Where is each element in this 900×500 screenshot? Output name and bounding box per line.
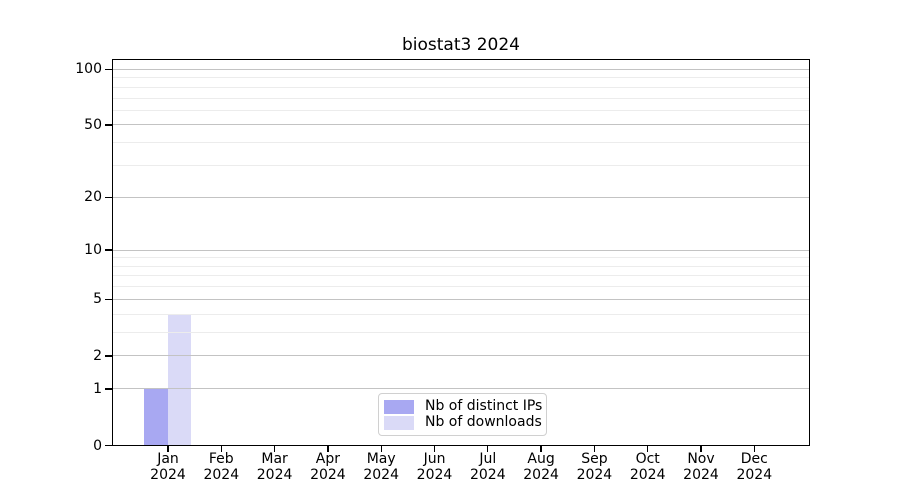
y-tick-label: 100 [75, 61, 102, 78]
x-tick-month: Nov [687, 451, 715, 467]
major-gridline [113, 196, 809, 198]
x-tick-label: Mar 2024 [235, 451, 315, 483]
legend-swatch-distinct-ips-icon [384, 399, 414, 414]
minor-gridline [113, 275, 809, 277]
x-tick-year: 2024 [256, 466, 293, 483]
x-tick-label: Sep 2024 [554, 451, 634, 483]
x-tick-month: Sep [581, 451, 608, 467]
grid-layer [113, 60, 809, 445]
chart-title: biostat3 2024 [401, 35, 520, 55]
y-tick-mark [105, 355, 112, 357]
x-tick-month: Dec [740, 451, 768, 467]
x-tick-year: 2024 [736, 466, 773, 483]
y-tick-mark [105, 68, 112, 70]
minor-gridline [113, 286, 809, 288]
minor-gridline [113, 257, 809, 259]
y-tick-mark [105, 124, 112, 126]
x-tick-mark [540, 446, 542, 452]
major-gridline [113, 249, 809, 251]
x-tick-month: May [366, 451, 396, 467]
x-tick-label: Jul 2024 [448, 451, 528, 483]
minor-gridline [113, 77, 809, 79]
legend-item-downloads: Nb of downloads [384, 414, 542, 430]
x-tick-year: 2024 [203, 466, 240, 483]
minor-gridline [113, 97, 809, 99]
x-tick-month: Mar [261, 451, 288, 467]
x-tick-mark [220, 446, 222, 452]
x-tick-label: Jun 2024 [395, 451, 475, 483]
y-tick-label: 50 [84, 116, 102, 133]
x-tick-month: Feb [208, 451, 234, 467]
x-tick-year: 2024 [416, 466, 453, 483]
x-tick-mark [273, 446, 276, 452]
x-tick-mark [700, 446, 702, 452]
y-tick-label: 20 [84, 189, 102, 206]
x-tick-label: Oct 2024 [608, 451, 688, 483]
x-tick-month: Jul [479, 451, 497, 467]
bar-distinct-ips [144, 388, 168, 445]
x-tick-month: Oct [635, 451, 660, 467]
legend-swatch-downloads-icon [384, 415, 414, 430]
x-tick-label: Nov 2024 [661, 451, 741, 483]
plot-area [112, 59, 810, 446]
y-tick-label: 1 [93, 380, 102, 397]
y-tick-label: 2 [93, 347, 102, 364]
y-tick-mark [105, 249, 112, 251]
x-tick-mark [327, 446, 329, 452]
x-tick-label: Dec 2024 [714, 451, 794, 483]
x-tick-year: 2024 [310, 466, 346, 483]
x-tick-label: May 2024 [341, 451, 421, 483]
minor-gridline [113, 165, 809, 167]
x-tick-year: 2024 [150, 466, 186, 483]
legend-label-downloads: Nb of downloads [425, 414, 542, 430]
major-gridline [113, 388, 809, 390]
x-tick-year: 2024 [523, 466, 559, 483]
major-gridline [113, 298, 809, 300]
x-tick-mark [167, 446, 169, 452]
x-tick-label: Feb 2024 [181, 451, 261, 483]
minor-gridline [113, 313, 809, 315]
major-gridline [113, 68, 809, 70]
y-tick-label: 5 [93, 291, 102, 308]
x-tick-year: 2024 [469, 466, 506, 483]
x-tick-year: 2024 [576, 466, 613, 483]
y-tick-label: 0 [93, 437, 102, 454]
x-tick-label: Apr 2024 [288, 451, 368, 483]
x-tick-year: 2024 [683, 466, 719, 483]
x-tick-mark [593, 446, 596, 452]
x-tick-month: Apr [315, 451, 340, 467]
y-tick-mark [105, 298, 112, 301]
x-tick-mark [487, 446, 489, 452]
x-tick-month: Jan [157, 451, 179, 467]
x-tick-month: Aug [527, 451, 555, 467]
bars-layer [113, 60, 809, 445]
major-gridline [113, 124, 809, 126]
legend-label-distinct-ips: Nb of distinct IPs [425, 398, 543, 414]
minor-gridline [113, 142, 809, 144]
x-tick-mark [380, 446, 382, 452]
y-tick-mark [105, 388, 112, 390]
minor-gridline [113, 86, 809, 88]
x-tick-label: Aug 2024 [501, 451, 581, 483]
x-tick-mark [753, 446, 755, 452]
y-tick-mark [105, 444, 112, 447]
legend-item-distinct-ips: Nb of distinct IPs [384, 398, 543, 414]
x-tick-year: 2024 [363, 466, 399, 483]
x-tick-mark [647, 446, 649, 452]
y-tick-label: 10 [84, 242, 102, 259]
minor-gridline [113, 331, 809, 333]
minor-gridline [113, 109, 809, 111]
legend: Nb of distinct IPs Nb of downloads [378, 393, 547, 436]
major-gridline [113, 355, 809, 357]
x-tick-mark [433, 446, 436, 452]
minor-gridline [113, 265, 809, 267]
bar-downloads [167, 313, 191, 445]
x-tick-label: Jan 2024 [128, 451, 208, 483]
x-tick-month: Jun [423, 451, 446, 467]
x-tick-year: 2024 [629, 466, 666, 483]
y-tick-mark [105, 196, 112, 198]
